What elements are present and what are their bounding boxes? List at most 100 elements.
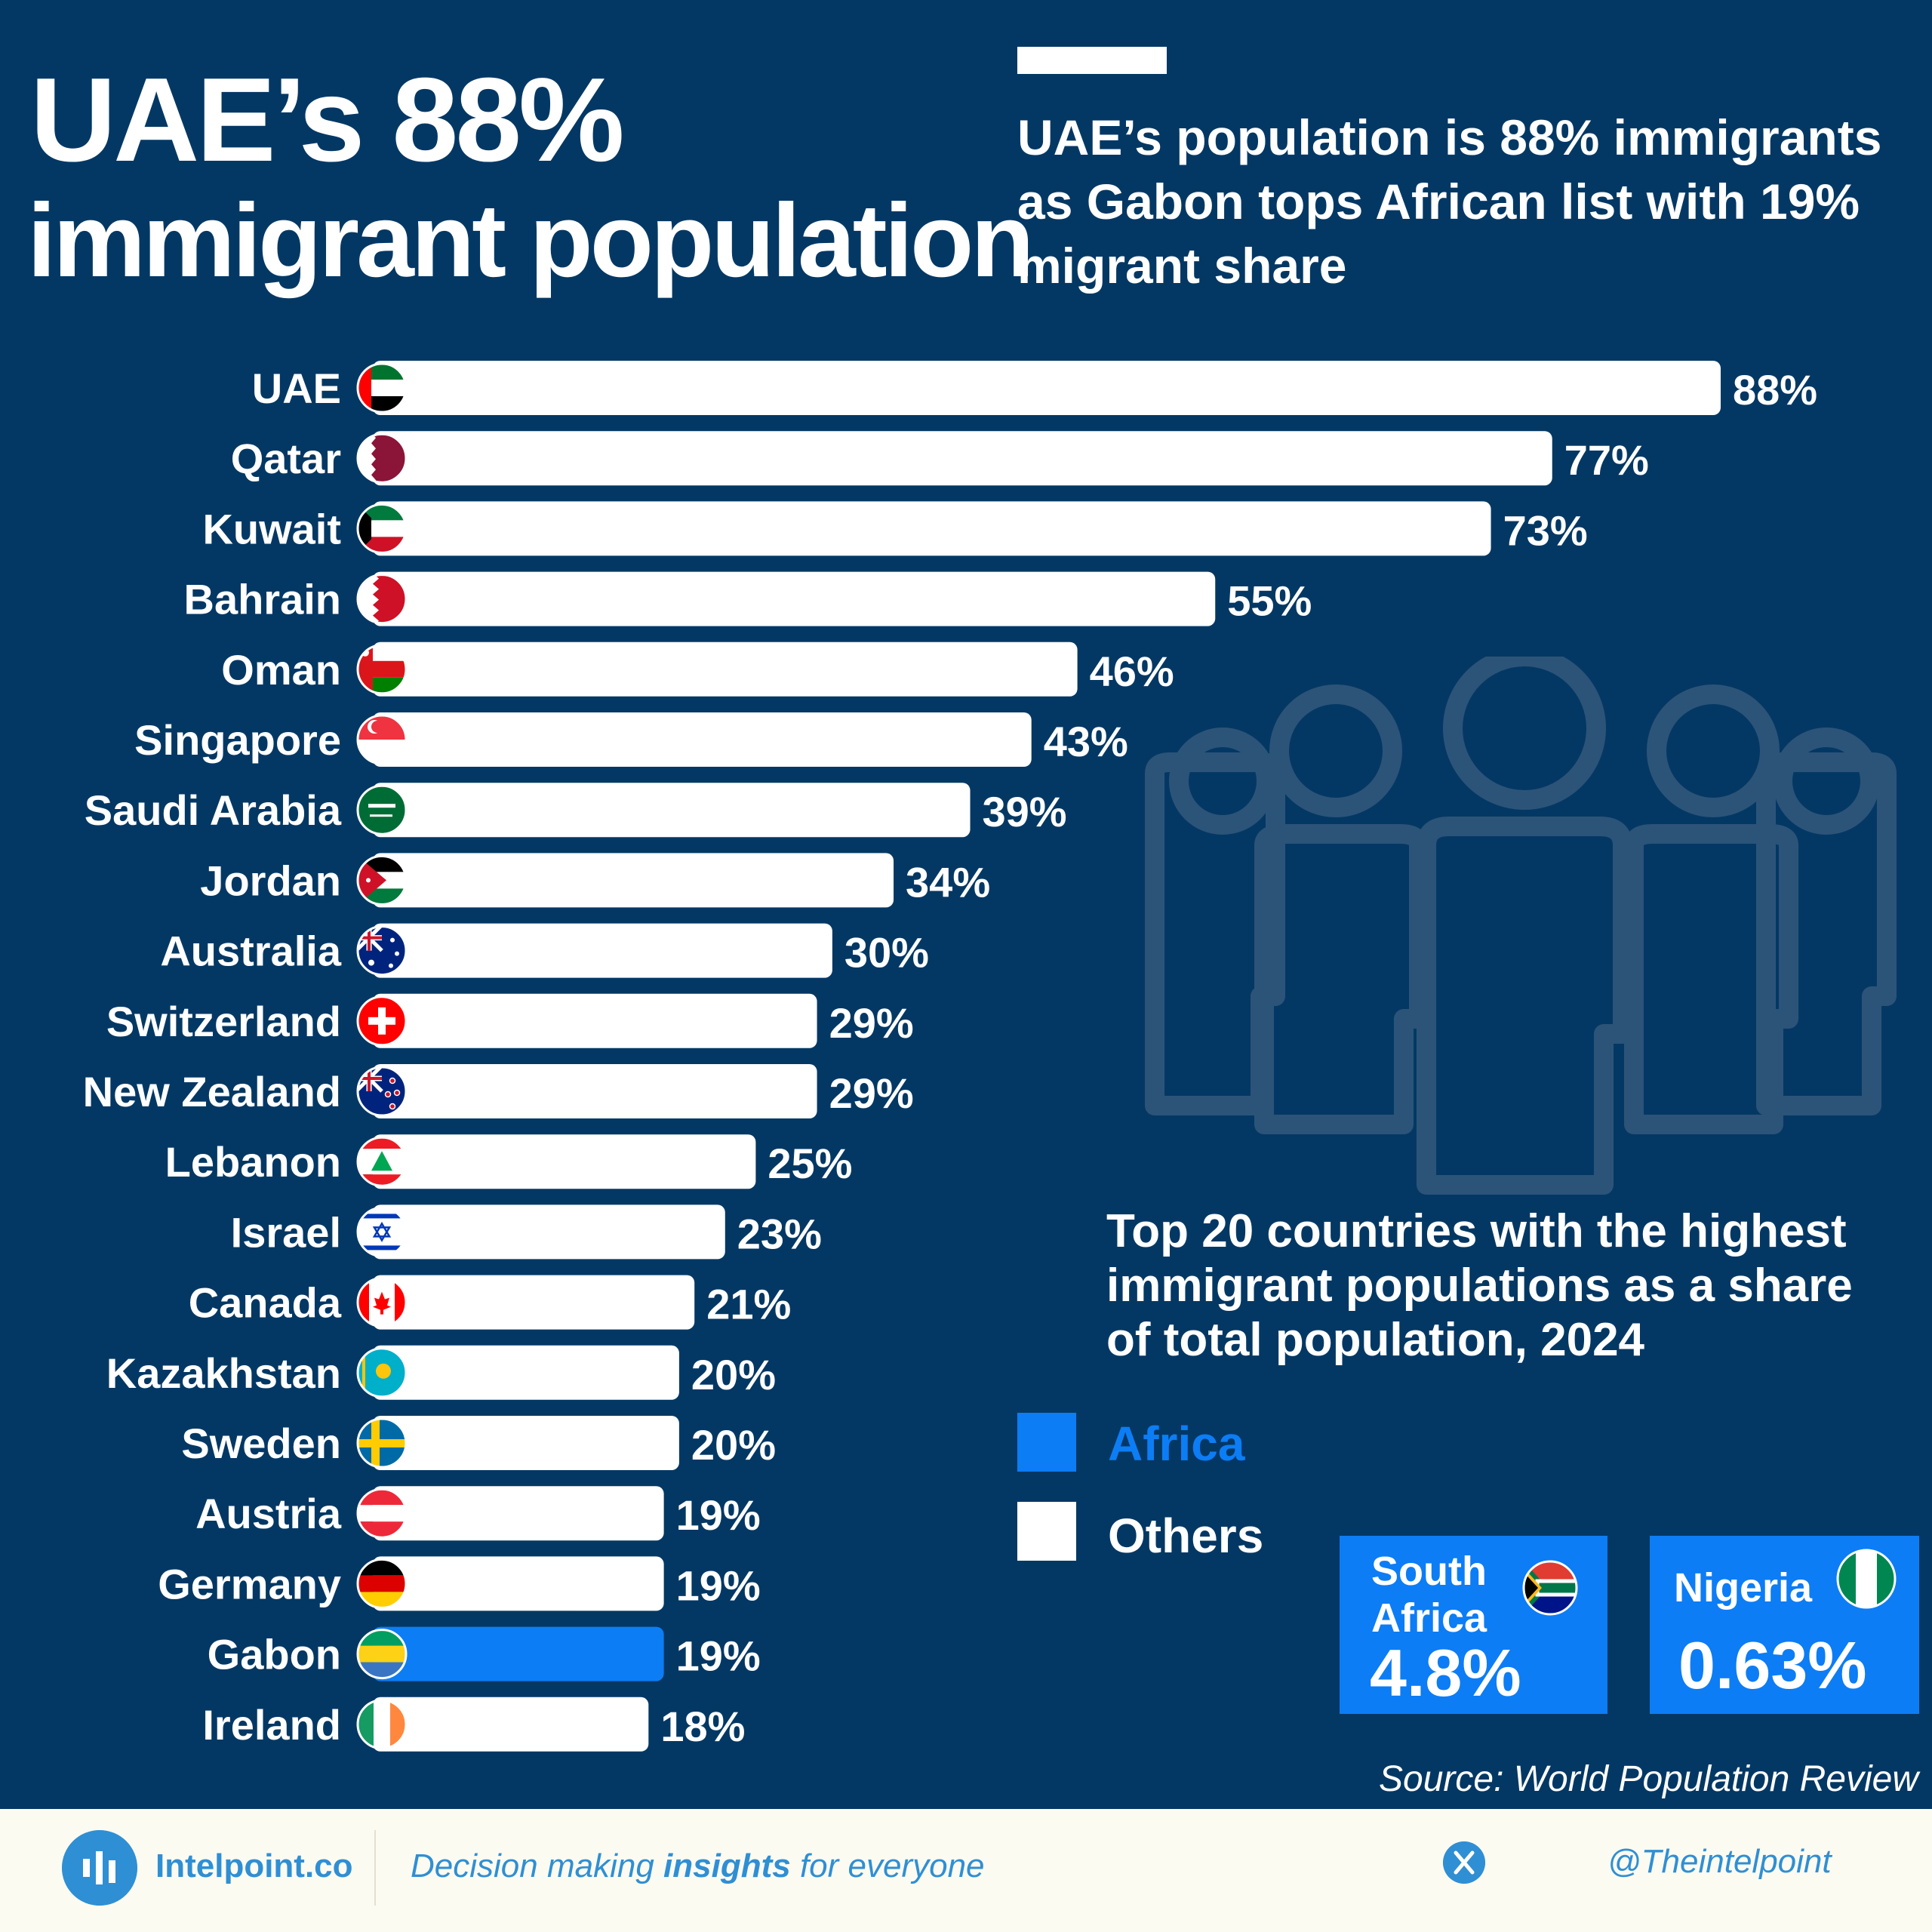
value-label-austria: 19% bbox=[676, 1491, 761, 1539]
sweden-flag-icon bbox=[356, 1417, 408, 1469]
bar-germany bbox=[373, 1556, 664, 1611]
legend-swatch-africa bbox=[1017, 1413, 1076, 1472]
bar-saudi-arabia bbox=[373, 783, 971, 838]
callout-country: South Africa bbox=[1371, 1549, 1487, 1641]
bar-austria bbox=[373, 1486, 664, 1541]
bar-gabon bbox=[373, 1626, 664, 1681]
legend-label-africa: Africa bbox=[1108, 1417, 1245, 1471]
country-label-oman: Oman bbox=[221, 646, 341, 694]
country-label-lebanon: Lebanon bbox=[165, 1138, 341, 1186]
bar-bahrain bbox=[373, 571, 1216, 626]
tagline: Decision making insights for everyone bbox=[411, 1847, 985, 1885]
bar-chart: UAE 88% Qatar 77% Kuwait 73% Bahrain 55% Oman 46%… bbox=[83, 361, 1817, 1752]
oman-flag-icon bbox=[356, 644, 408, 695]
headline-line-2: immigrant population bbox=[27, 183, 1035, 299]
social-handle[interactable]: @Theintelpoint bbox=[1607, 1843, 1832, 1880]
value-label-gabon: 19% bbox=[676, 1632, 761, 1680]
value-label-new-zealand: 29% bbox=[829, 1069, 914, 1117]
bar-israel bbox=[373, 1204, 725, 1260]
legend-swatch-others bbox=[1017, 1502, 1076, 1561]
bar-canada bbox=[373, 1275, 695, 1330]
switzerland-flag-icon bbox=[356, 995, 408, 1047]
ireland-flag-icon bbox=[356, 1699, 408, 1750]
israel-flag-icon bbox=[356, 1206, 408, 1257]
value-label-ireland: 18% bbox=[660, 1703, 745, 1750]
country-label-qatar: Qatar bbox=[231, 435, 341, 482]
value-label-bahrain: 55% bbox=[1227, 577, 1312, 625]
value-label-uae: 88% bbox=[1733, 366, 1817, 414]
country-label-israel: Israel bbox=[231, 1208, 341, 1256]
saudi-arabia-flag-icon bbox=[356, 784, 408, 835]
value-label-oman: 46% bbox=[1090, 648, 1174, 695]
bar-uae bbox=[373, 361, 1721, 415]
value-label-kazakhstan: 20% bbox=[691, 1351, 776, 1398]
uae-flag-icon bbox=[356, 362, 408, 414]
bar-australia bbox=[373, 923, 832, 978]
value-label-canada: 21% bbox=[706, 1281, 791, 1328]
austria-flag-icon bbox=[356, 1487, 408, 1539]
intelpoint-logo-icon[interactable] bbox=[62, 1830, 137, 1906]
qatar-flag-icon bbox=[356, 432, 408, 484]
value-label-qatar: 77% bbox=[1564, 436, 1649, 484]
accent-bar bbox=[1017, 47, 1167, 74]
germany-flag-icon bbox=[356, 1558, 408, 1609]
x-logo-icon[interactable] bbox=[1443, 1841, 1485, 1884]
singapore-flag-icon bbox=[356, 714, 408, 765]
value-label-switzerland: 29% bbox=[829, 999, 914, 1047]
country-label-sweden: Sweden bbox=[181, 1420, 341, 1467]
chart-title: Top 20 countries with the highest immigr… bbox=[1106, 1205, 1853, 1366]
bar-sweden bbox=[373, 1416, 679, 1470]
bar-lebanon bbox=[373, 1134, 756, 1189]
value-label-israel: 23% bbox=[737, 1210, 822, 1257]
callout-country: Nigeria bbox=[1674, 1565, 1813, 1611]
south-africa-flag-icon bbox=[1522, 1560, 1578, 1616]
country-label-bahrain: Bahrain bbox=[184, 576, 342, 623]
new-zealand-flag-icon bbox=[356, 1066, 408, 1117]
bar-singapore bbox=[373, 712, 1032, 767]
country-label-kuwait: Kuwait bbox=[202, 505, 341, 552]
country-label-gabon: Gabon bbox=[208, 1631, 341, 1678]
subtitle: UAE’s population is 88% immigrants as Ga… bbox=[1017, 109, 1882, 294]
bar-new-zealand bbox=[373, 1064, 817, 1118]
bar-jordan bbox=[373, 853, 894, 908]
brand-name[interactable]: Intelpoint.co bbox=[155, 1847, 353, 1884]
bar-ireland bbox=[373, 1697, 649, 1752]
country-label-canada: Canada bbox=[189, 1279, 342, 1327]
value-label-germany: 19% bbox=[676, 1561, 761, 1609]
bar-qatar bbox=[373, 431, 1552, 486]
value-label-sweden: 20% bbox=[691, 1421, 776, 1469]
footer-divider bbox=[374, 1830, 376, 1906]
country-label-saudi-arabia: Saudi Arabia bbox=[85, 786, 342, 834]
gabon-flag-icon bbox=[356, 1629, 408, 1680]
country-label-kazakhstan: Kazakhstan bbox=[106, 1349, 341, 1397]
callout-value: 4.8% bbox=[1370, 1635, 1521, 1710]
nigeria-flag-icon bbox=[1836, 1549, 1897, 1609]
bar-switzerland bbox=[373, 993, 817, 1048]
bar-kuwait bbox=[373, 501, 1491, 556]
callout-south-africa: South Africa 4.8% bbox=[1340, 1536, 1607, 1714]
country-label-austria: Austria bbox=[195, 1490, 342, 1537]
callout-value: 0.63% bbox=[1678, 1628, 1867, 1703]
legend-label-others: Others bbox=[1108, 1509, 1264, 1563]
canada-flag-icon bbox=[356, 1277, 408, 1328]
country-label-germany: Germany bbox=[158, 1560, 341, 1607]
callout-nigeria: Nigeria 0.63% bbox=[1650, 1536, 1919, 1714]
bar-kazakhstan bbox=[373, 1345, 679, 1400]
tagline-end: for everyone bbox=[790, 1847, 985, 1884]
source-note: Source: World Population Review bbox=[1378, 1759, 1918, 1799]
country-label-switzerland: Switzerland bbox=[106, 998, 341, 1045]
bahrain-flag-icon bbox=[356, 574, 408, 625]
people-group-icon bbox=[1145, 657, 1897, 1195]
bar-oman bbox=[373, 641, 1078, 697]
tagline-start: Decision making bbox=[411, 1847, 664, 1884]
value-label-saudi-arabia: 39% bbox=[983, 788, 1067, 835]
country-label-australia: Australia bbox=[160, 928, 341, 975]
value-label-australia: 30% bbox=[844, 929, 929, 977]
headline-line-1: UAE’s 88% bbox=[30, 54, 625, 186]
country-label-new-zealand: New Zealand bbox=[83, 1068, 341, 1115]
jordan-flag-icon bbox=[356, 854, 408, 906]
country-label-uae: UAE bbox=[252, 365, 341, 412]
value-label-singapore: 43% bbox=[1044, 718, 1128, 765]
value-label-lebanon: 25% bbox=[768, 1140, 852, 1187]
